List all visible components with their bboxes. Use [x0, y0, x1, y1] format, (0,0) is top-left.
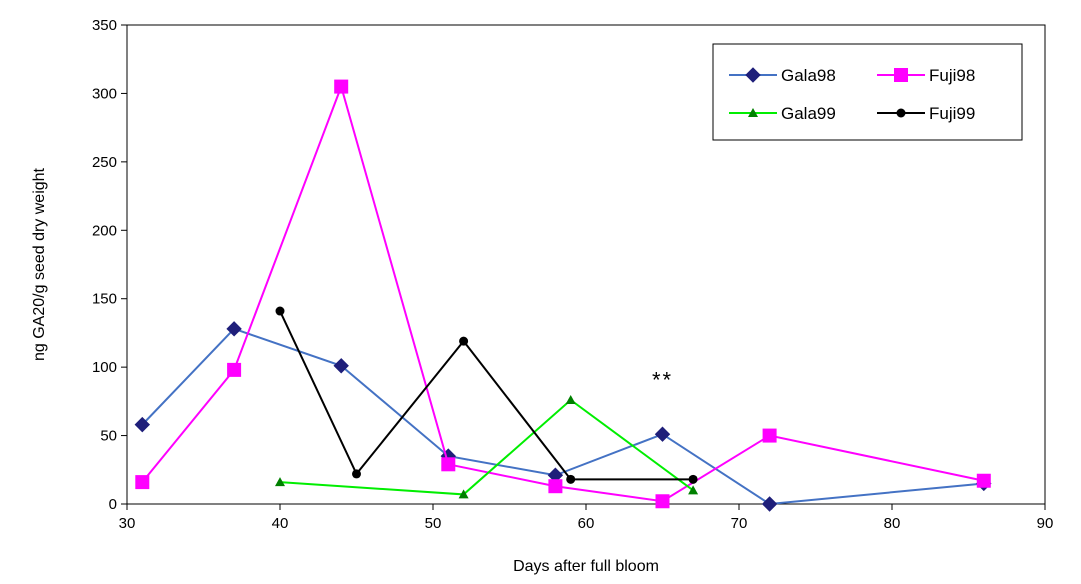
data-point-fuji98 — [135, 475, 150, 490]
y-tick-label: 100 — [92, 359, 117, 376]
y-tick-label: 350 — [92, 17, 117, 34]
axes: 0 50 100 150 200 250 300 350 30 40 50 60 70 80 90 — [92, 17, 1053, 532]
series-line-gala99 — [279, 398, 694, 496]
legend-item-fuji98: Fuji98 — [877, 66, 975, 85]
y-tick-label: 300 — [92, 85, 117, 102]
legend-marker-gala98 — [745, 67, 761, 83]
x-tick-label: 40 — [272, 515, 289, 532]
data-point-gala99 — [458, 489, 469, 499]
series-line-gala98 — [141, 327, 984, 506]
x-tick-label: 70 — [731, 515, 748, 532]
series-gala99 — [275, 394, 699, 499]
series-line-fuji99 — [279, 310, 694, 481]
x-tick-label: 50 — [425, 515, 442, 532]
series-fuji98 — [135, 79, 991, 509]
data-point-gala99 — [275, 477, 285, 487]
annotation-text: ** — [652, 368, 673, 393]
legend-item-gala98: Gala98 — [729, 66, 836, 85]
data-point-gala98 — [761, 496, 778, 512]
series-gala98 — [134, 321, 992, 512]
x-axis-title: Days after full bloom — [513, 558, 659, 575]
legend: Gala98 Fuji98 Gala99 Fuji99 — [712, 43, 1023, 141]
legend-label-gala98: Gala98 — [781, 66, 836, 85]
legend-item-fuji99: Fuji99 — [877, 104, 975, 123]
data-point-fuji98 — [762, 428, 777, 443]
series-layer: ** — [134, 79, 992, 512]
y-tick-label: 150 — [92, 291, 117, 308]
x-tick-label: 90 — [1037, 515, 1054, 532]
data-point-fuji99 — [459, 336, 469, 346]
legend-marker-fuji99 — [896, 108, 906, 118]
legend-marker-gala99 — [748, 108, 758, 117]
y-tick-label: 250 — [92, 154, 117, 171]
data-point-fuji99 — [566, 474, 576, 484]
legend-box — [712, 43, 1023, 141]
series-fuji99 — [275, 306, 698, 484]
series-line-fuji98 — [141, 83, 985, 503]
legend-label-fuji99: Fuji99 — [929, 104, 975, 123]
legend-marker-fuji98 — [894, 68, 908, 82]
data-point-fuji98 — [441, 457, 456, 472]
y-axis-title: ng GA20/g seed dry weight — [31, 167, 48, 361]
y-tick-label: 200 — [92, 222, 117, 239]
y-tick-label: 50 — [100, 428, 117, 445]
data-point-fuji99 — [275, 306, 285, 316]
legend-label-gala99: Gala99 — [781, 104, 836, 123]
data-point-gala98 — [333, 358, 349, 374]
data-point-gala98 — [134, 416, 151, 433]
data-point-fuji98 — [334, 79, 349, 94]
data-point-fuji98 — [227, 362, 242, 377]
data-point-fuji99 — [352, 469, 361, 479]
legend-label-fuji98: Fuji98 — [929, 66, 975, 85]
x-tick-label: 30 — [119, 515, 136, 532]
data-point-fuji98 — [655, 494, 670, 509]
x-tick-label: 60 — [578, 515, 595, 532]
data-point-gala98 — [654, 426, 671, 442]
x-tick-label: 80 — [884, 515, 901, 532]
legend-item-gala99: Gala99 — [729, 104, 836, 123]
y-tick-label: 0 — [109, 496, 117, 513]
data-point-gala98 — [226, 321, 242, 337]
data-point-gala99 — [688, 485, 699, 495]
data-point-fuji98 — [548, 479, 563, 494]
data-point-fuji98 — [976, 473, 991, 488]
data-point-fuji99 — [688, 474, 698, 484]
data-point-gala99 — [565, 394, 576, 404]
